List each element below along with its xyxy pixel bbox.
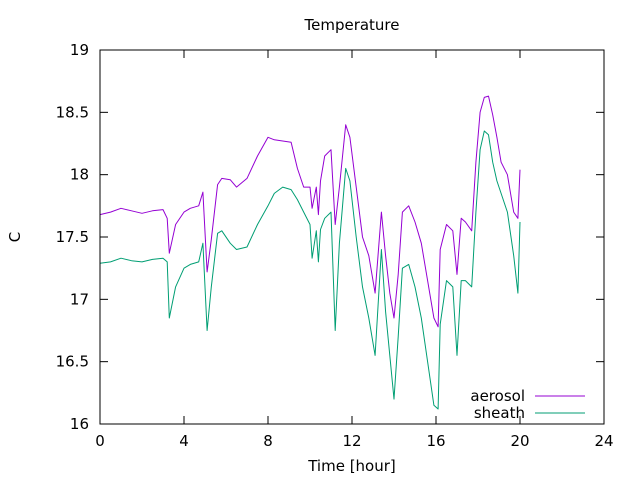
- y-tick-label: 19: [70, 41, 89, 59]
- chart-title: Temperature: [303, 16, 399, 34]
- x-tick-label: 24: [594, 432, 613, 450]
- x-tick-label: 0: [95, 432, 105, 450]
- plot-frame: [99, 49, 605, 425]
- x-axis-label: Time [hour]: [307, 457, 396, 475]
- y-tick-label: 18: [70, 166, 89, 184]
- y-tick-label: 16.5: [56, 353, 89, 371]
- series-line-sheath: [99, 130, 521, 410]
- y-tick-label: 16: [70, 415, 89, 433]
- x-tick-label: 4: [179, 432, 189, 450]
- x-tick-label: 8: [263, 432, 273, 450]
- y-axis-label: C: [6, 232, 24, 242]
- legend-label-sheath: sheath: [474, 404, 525, 422]
- y-tick-label: 17: [70, 290, 89, 308]
- y-tick-label: 18.5: [56, 103, 89, 121]
- axis-ticks: 0 4 8 12 16 20 24 16 16.5 17 17.5 18 18.5 19: [56, 41, 614, 450]
- x-tick-label: 20: [510, 432, 529, 450]
- x-tick-label: 12: [342, 432, 361, 450]
- y-tick-label: 17.5: [56, 228, 89, 246]
- legend-label-aerosol: aerosol: [470, 387, 525, 405]
- plot-area: [99, 95, 521, 410]
- series-line-aerosol: [99, 95, 521, 328]
- x-tick-label: 16: [426, 432, 445, 450]
